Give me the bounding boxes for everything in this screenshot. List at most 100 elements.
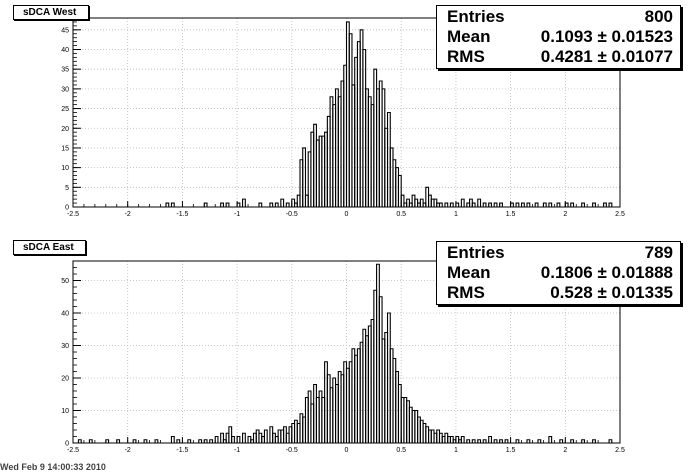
- plot1-histogram-bin: [592, 439, 596, 443]
- plot0-histogram-bin: [556, 202, 561, 207]
- plot1-histogram-bin: [460, 435, 465, 443]
- plot1-histogram-bin: [242, 432, 246, 443]
- plot0-y-tick-label: 5: [65, 185, 69, 192]
- plot0-histogram-bin: [482, 202, 487, 207]
- plot0-y-tick-label: 25: [61, 106, 69, 113]
- plot0-histogram-bin: [242, 198, 246, 207]
- plot1-x-tick-label: 0.5: [396, 447, 406, 454]
- plot0-histogram-bin: [203, 202, 208, 207]
- plot1-x-tick-label: -1.5: [176, 447, 188, 454]
- rms-label: RMS: [447, 283, 485, 302]
- plot0-histogram-bin: [225, 202, 230, 207]
- plot0-histogram-bin: [444, 202, 449, 207]
- plot1-x-tick-label: -0.5: [286, 447, 298, 454]
- plot0-x-tick-label: 2: [563, 211, 567, 218]
- plot1-histogram-bin: [537, 439, 542, 443]
- plot1-histogram-bin: [220, 432, 224, 443]
- rms-label: RMS: [447, 47, 485, 66]
- plot1-histogram-bin: [263, 429, 268, 443]
- plot0-y-tick-label: 40: [61, 47, 69, 54]
- plot1-y-tick-label: 0: [65, 441, 69, 448]
- plot0-y-tick-label: 0: [65, 205, 69, 212]
- entries-label: Entries: [447, 243, 505, 262]
- plot1-histogram-bin: [176, 439, 181, 443]
- plot1-histogram-bin: [154, 439, 159, 443]
- mean-label: Mean: [447, 27, 491, 46]
- plot0-y-tick-label: 45: [61, 27, 69, 34]
- plot0-y-tick-label: 15: [61, 145, 69, 152]
- plot0-x-tick-label: -2: [125, 211, 131, 218]
- plot1-histogram-bin: [209, 439, 214, 443]
- rms-value: 0.528 ± 0.01335: [550, 283, 673, 302]
- bottom-stats-box: Entries 789 Mean 0.1806 ± 0.01888 RMS 0.528…: [436, 241, 681, 305]
- plot0-histogram-bin: [542, 202, 547, 207]
- plot0-histogram-bin: [581, 202, 585, 207]
- entries-value: 800: [644, 7, 673, 26]
- plot1-histogram-bin: [493, 439, 498, 443]
- plot0-histogram-bin: [165, 202, 170, 207]
- plot1-x-tick-label: 2.5: [615, 447, 625, 454]
- plot1-histogram-bin: [228, 426, 233, 443]
- plot1-histogram-bin: [214, 435, 219, 443]
- plot0-histogram-bin: [548, 202, 553, 207]
- plot0-histogram-bin: [170, 202, 175, 207]
- mean-label: Mean: [447, 263, 491, 282]
- plot0-histogram-bin: [274, 202, 279, 207]
- plot0-histogram-bin: [438, 202, 443, 207]
- plot1-x-tick-label: 2: [563, 447, 567, 454]
- plot1-y-tick-label: 40: [61, 311, 69, 318]
- plot0-x-tick-label: -1: [234, 211, 240, 218]
- plot0-histogram-bin: [285, 202, 290, 207]
- plot1-histogram-bin: [559, 439, 564, 443]
- plot1-histogram-bin: [548, 435, 553, 443]
- top-stats-box: Entries 800 Mean 0.1093 ± 0.01523 RMS 0.428…: [436, 5, 681, 69]
- mean-value: 0.1093 ± 0.01523: [540, 27, 673, 46]
- plot1-histogram-bin: [471, 439, 476, 443]
- plot1-histogram-bin: [132, 439, 137, 443]
- plot1-histogram-bin: [231, 435, 235, 443]
- plot1-x-tick-label: -2: [125, 447, 131, 454]
- plot0-histogram-bin: [570, 202, 575, 207]
- plot1-x-tick-label: 1.5: [506, 447, 516, 454]
- plot0-x-tick-label: 1.5: [506, 211, 516, 218]
- plot0-histogram-bin: [302, 147, 307, 207]
- plot0-histogram-bin: [520, 202, 525, 207]
- plot1-histogram-bin: [77, 439, 82, 443]
- plot1-histogram-bin: [482, 439, 487, 443]
- plot1-histogram-bin: [187, 439, 192, 443]
- plot1-x-tick-label: 0: [345, 447, 349, 454]
- plot0-histogram-bin: [608, 202, 613, 207]
- plot1-histogram-bin: [504, 439, 509, 443]
- plot0-histogram-bin: [449, 202, 454, 207]
- footer-timestamp: Wed Feb 9 14:00:33 2010: [0, 462, 106, 472]
- plot1-histogram-bin: [88, 439, 93, 443]
- plot0-histogram-bin: [488, 202, 493, 207]
- plot0-y-tick-label: 30: [61, 86, 69, 93]
- plot1-y-tick-label: 30: [61, 343, 69, 350]
- plot0-histogram-bin: [269, 202, 274, 207]
- top-plot-title: sDCA West: [13, 5, 89, 20]
- plot0-x-tick-label: 0: [345, 211, 349, 218]
- plot1-x-tick-label: -2.5: [67, 447, 79, 454]
- plot0-histogram-bin: [493, 202, 498, 207]
- plot0-y-tick-label: 20: [61, 126, 69, 133]
- entries-label: Entries: [447, 7, 505, 26]
- plot1-histogram-bin: [170, 435, 175, 443]
- plot0-histogram-bin: [477, 198, 482, 207]
- plot0-histogram-bin: [397, 174, 402, 207]
- plot1-histogram-bin: [581, 439, 585, 443]
- plot0-histogram-bin: [515, 202, 520, 207]
- plot1-histogram-bin: [198, 439, 203, 443]
- plot0-histogram-bin: [603, 202, 607, 207]
- plot1-y-tick-label: 50: [61, 278, 69, 285]
- plot0-y-tick-label: 10: [61, 165, 69, 172]
- rms-value: 0.4281 ± 0.01077: [540, 47, 673, 66]
- plot0-histogram-bin: [258, 202, 263, 207]
- plot0-x-tick-label: -0.5: [286, 211, 298, 218]
- plot0-histogram-bin: [460, 198, 465, 207]
- plot1-histogram-bin: [570, 439, 575, 443]
- plot0-histogram-bin: [471, 202, 476, 207]
- plot0-histogram-bin: [220, 202, 224, 207]
- plot1-histogram-bin: [526, 439, 531, 443]
